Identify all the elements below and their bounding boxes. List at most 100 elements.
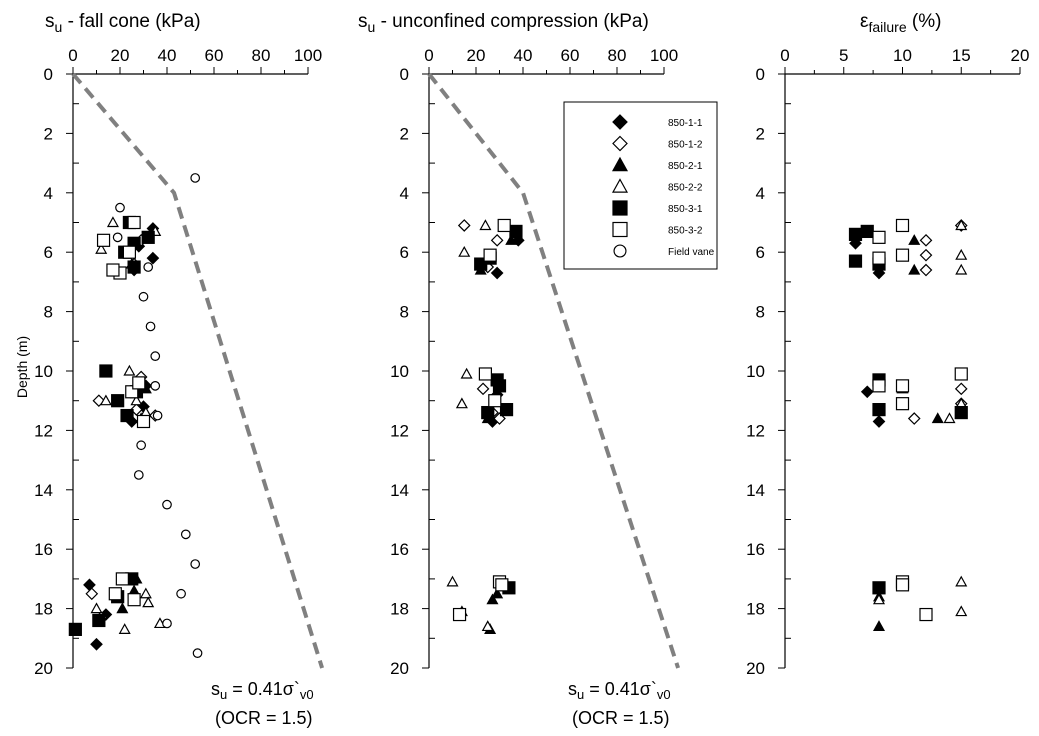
data-point [136,440,146,451]
series-850-2-2 [446,219,494,632]
x-tick-label: 40 [158,46,177,65]
y-tick-label: 8 [44,303,53,322]
data-point [872,230,886,244]
legend-item-field-vane: Field vane [613,244,715,258]
data-point [123,364,136,376]
data-point [112,232,123,243]
y-tick-label: 8 [756,303,765,322]
data-point [127,260,141,274]
data-point [955,263,968,275]
y-tick-label: 6 [400,243,409,262]
data-point [457,219,471,232]
data-point [872,620,886,632]
data-point [872,415,886,428]
data-point [848,227,863,241]
data-point [872,379,886,393]
data-point [491,587,504,599]
series-850-3-2 [452,218,511,622]
data-point [145,321,156,332]
x-tick-label: 80 [252,46,271,65]
data-point [860,224,874,239]
data-point [152,410,163,421]
data-point [455,397,468,409]
y-tick-label: 10 [746,362,765,381]
data-point [146,251,160,265]
data-point [497,218,511,233]
data-point [180,529,191,540]
reference-line-su [71,72,325,669]
series-850-2-2 [90,216,166,634]
y-tick-label: 2 [44,124,53,143]
data-point [908,234,921,245]
data-point [490,233,504,247]
data-point [488,394,502,408]
data-point [919,263,933,277]
data-point [142,596,155,608]
data-point [895,248,910,262]
reference-line-su [427,72,681,669]
data-point [481,620,494,632]
legend-label: 850-2-2 [668,183,703,194]
series-850-2-2 [872,219,968,617]
annotation-unconfined: su = 0.41σ`v0 (OCR = 1.5) [568,679,671,728]
x-tick-label: 100 [650,46,678,65]
data-point [495,578,509,592]
data-point [955,605,968,617]
x-tick-label: 20 [111,46,130,65]
x-tick-label: 20 [467,46,486,65]
data-point [486,593,499,605]
data-point [118,623,131,634]
data-point [919,233,933,247]
data-point [115,572,129,586]
data-point [931,412,944,424]
data-point [848,254,863,268]
y-tick-label: 14 [34,481,53,500]
data-point [176,588,186,599]
data-point [127,215,141,230]
data-point [143,262,154,272]
data-point [116,602,129,614]
data-point [90,602,103,614]
x-tick-label: 40 [514,46,533,65]
data-point [895,397,910,411]
series-850-1-1 [83,222,160,651]
data-point [68,622,82,636]
data-point [99,364,113,378]
series-850-1-2 [907,219,968,425]
data-point [895,218,910,233]
data-point [106,263,120,277]
y-tick-label: 2 [756,124,765,143]
y-axis-label: Depth (m) [14,336,30,398]
y-tick-label: 2 [400,124,409,143]
y-tick-label: 12 [746,421,765,440]
legend-item-850-2-1: 850-2-1 [611,156,703,172]
data-point [872,593,886,605]
legend-label: 850-3-1 [668,204,703,215]
y-tick-label: 20 [390,659,409,678]
data-point [872,581,886,595]
data-point [139,587,152,599]
x-tick-label: 100 [294,46,322,65]
data-point [138,291,149,302]
data-point [108,587,122,601]
series-850-2-1 [872,234,944,632]
y-tick-label: 6 [756,243,765,262]
data-point [95,242,108,254]
y-tick-label: 18 [34,600,53,619]
data-point [895,379,910,393]
series-850-3-2 [872,218,968,622]
panel-title-failure-strain: εfailure (%) [860,11,941,35]
legend-marker-triangle [611,178,629,193]
legend-item-850-1-2: 850-1-2 [612,135,703,152]
data-point [919,607,933,622]
legend-item-850-2-2: 850-2-2 [611,178,703,194]
data-point [943,412,956,424]
data-point [120,408,134,423]
data-point [872,403,886,417]
legend-marker-diamond [612,114,628,130]
data-point [141,230,155,244]
data-point [499,403,514,417]
data-point [192,648,203,659]
y-tick-label: 0 [400,65,409,84]
